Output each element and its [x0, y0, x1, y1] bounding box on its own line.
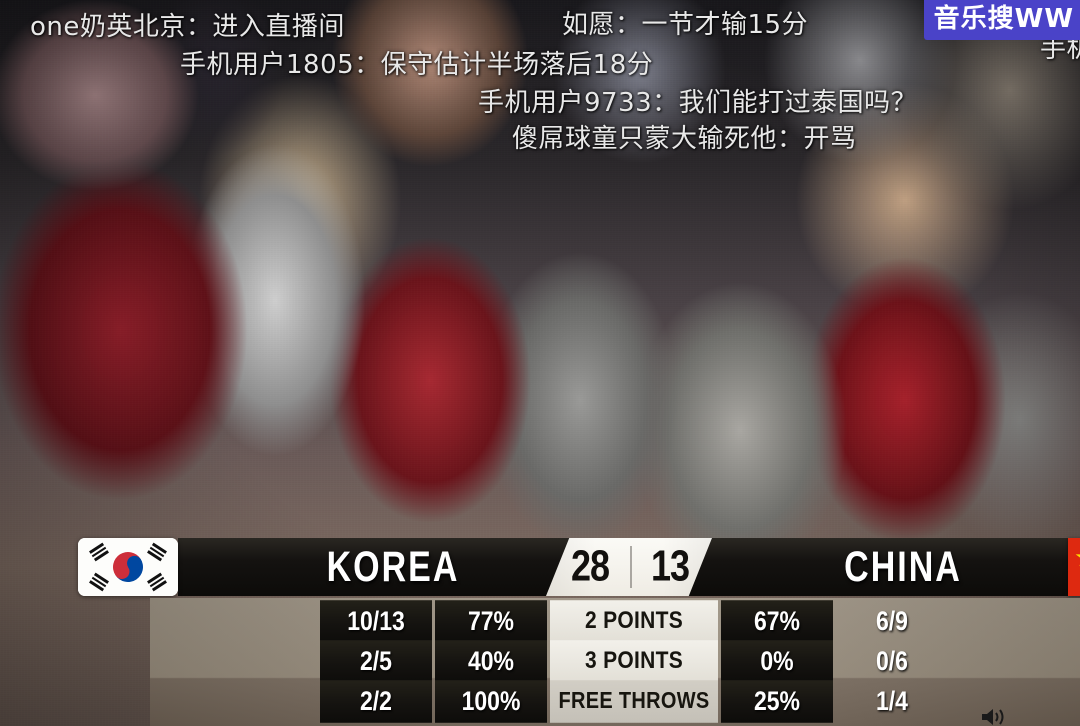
home-pct: 100%: [435, 680, 547, 723]
danmaku-comment: 傻屌球童只蒙大输死他：开骂: [512, 124, 857, 154]
home-made: 10/13: [320, 600, 432, 643]
stat-label: 3 POINTS: [550, 640, 718, 683]
away-made: 6/9: [876, 605, 908, 636]
taeguk-symbol: [107, 546, 149, 588]
danmaku-comment: 手机用户9733：我们能打过泰国吗？: [478, 88, 918, 118]
trigram-icon: [147, 542, 167, 562]
danmaku-overlay: one奶英北京：进入直播间 如愿：一节才输15分 手机 手机用户1805：保守估…: [0, 0, 1080, 170]
score-divider: [630, 546, 632, 588]
danmaku-comment: 手机用户1805：保守估计半场落后18分: [180, 50, 654, 80]
china-flag-icon: ★ ★ ★ ★ ★: [1068, 538, 1080, 596]
stats-row: 2/5 40% 3 POINTS 0% 0/6: [150, 640, 1080, 683]
trigram-icon: [147, 572, 167, 592]
home-team-name: KOREA: [326, 543, 460, 591]
scoreboard-home-panel: [178, 538, 570, 596]
away-team-name: CHINA: [844, 543, 962, 591]
star-icon: ★: [1074, 544, 1080, 570]
danmaku-comment: one奶英北京：进入直播间: [30, 12, 345, 42]
away-made: 1/4: [876, 685, 908, 716]
stat-label: 2 POINTS: [550, 600, 718, 643]
home-score: 28: [570, 540, 610, 591]
danmaku-comment: 如愿：一节才输15分: [562, 10, 809, 40]
stat-label: FREE THROWS: [550, 680, 718, 723]
channel-watermark: 音乐搜WW: [923, 0, 1080, 40]
speaker-icon[interactable]: [980, 706, 1010, 726]
stats-row: 10/13 77% 2 POINTS 67% 6/9: [150, 600, 1080, 643]
trigram-icon: [89, 542, 109, 562]
away-pct: 0%: [721, 640, 833, 683]
home-made: 2/5: [320, 640, 432, 683]
home-pct: 77%: [435, 600, 547, 643]
scoreboard-away-panel: [670, 538, 1080, 596]
home-made: 2/2: [320, 680, 432, 723]
home-pct: 40%: [435, 640, 547, 683]
away-made: 0/6: [876, 645, 908, 676]
scoreboard: KOREA 28 13 CHINA ★ ★ ★ ★ ★: [78, 538, 1080, 596]
away-pct: 67%: [721, 600, 833, 643]
away-pct: 25%: [721, 680, 833, 723]
stats-row: 2/2 100% FREE THROWS 25% 1/4: [150, 680, 1080, 723]
away-score: 13: [650, 540, 690, 591]
trigram-icon: [89, 572, 109, 592]
score-display: 28 13: [546, 538, 712, 596]
stats-panel: 10/13 77% 2 POINTS 67% 6/9 2/5 40% 3 POI…: [150, 598, 1080, 726]
korea-flag-icon: [78, 538, 178, 596]
